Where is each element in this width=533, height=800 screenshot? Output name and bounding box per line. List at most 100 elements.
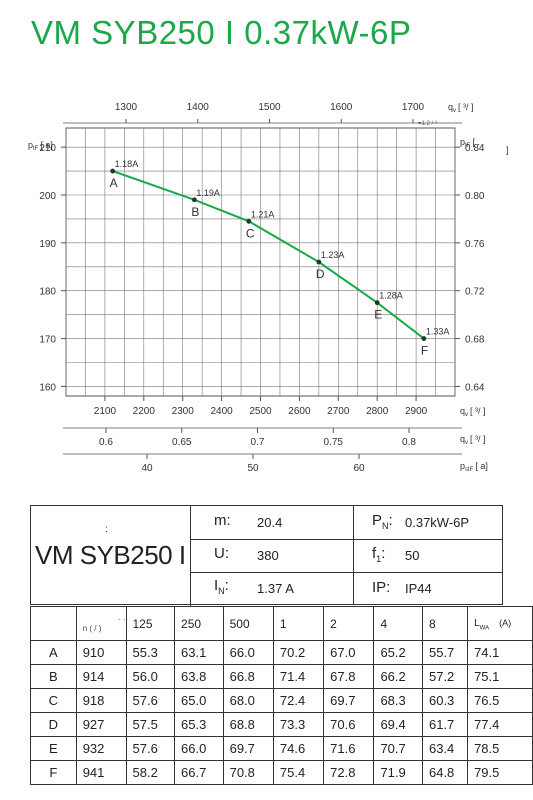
row-band-value: 70.2 xyxy=(272,640,325,665)
data-point-b xyxy=(191,197,197,203)
row-lwa: 77.4 xyxy=(467,712,533,737)
row-band-value: 66.7 xyxy=(174,760,224,785)
point-letter-d: D xyxy=(316,267,325,281)
row-band-value: 56.0 xyxy=(125,664,176,689)
f-value: 50 xyxy=(405,548,420,563)
x-tick-label: 2400 xyxy=(210,406,233,417)
table-header-row: · · n ( / ) 125 250 500 1 2 4 8 LWA(A) xyxy=(30,606,533,641)
row-band-value: 71.4 xyxy=(272,664,325,689)
y-axis-label: ptF[ a] xyxy=(28,140,53,152)
row-label: B xyxy=(30,664,77,689)
spec-block: : VM SYB250 I m: 20.4 U: 380 IN: 1.37 A … xyxy=(30,505,503,606)
table-row: F 941 58.2 66.7 70.8 75.4 72.8 71.9 64.8 79.5 xyxy=(30,760,533,785)
top-axis-label: qv[ ³/ ] xyxy=(448,102,474,114)
point-letter-a: A xyxy=(110,176,118,190)
row-band-value: 66.0 xyxy=(174,736,224,761)
row-speed: 918 xyxy=(75,688,127,713)
top-tick-label: 1700 xyxy=(402,102,425,113)
header-band: 250 xyxy=(174,606,224,641)
current-label-b: 1.19A xyxy=(196,188,220,198)
pn-value: 0.37kW-6P xyxy=(405,515,470,530)
top-axis-note: =1.2 / ³ xyxy=(418,121,437,127)
row-band-value: 67.8 xyxy=(323,664,375,689)
in-value: 1.37 A xyxy=(257,581,294,596)
x-tick-label: 2200 xyxy=(133,406,156,417)
table-row: E 932 57.6 66.0 69.7 74.6 71.6 70.7 63.4 78.5 xyxy=(30,736,533,761)
point-letter-c: C xyxy=(246,226,255,240)
header-band: 4 xyxy=(373,606,423,641)
row-band-value: 70.7 xyxy=(373,736,423,761)
axis3-label: pstF[ a] xyxy=(460,461,488,473)
axis2-tick-label: 0.8 xyxy=(402,437,416,448)
row-band-value: 69.4 xyxy=(373,712,423,737)
current-label-c: 1.21A xyxy=(251,209,275,219)
header-band: 8 xyxy=(421,606,469,641)
current-label-f: 1.33A xyxy=(426,327,450,337)
row-band-value: 68.0 xyxy=(222,688,274,713)
u-value: 380 xyxy=(257,548,279,563)
data-point-a xyxy=(110,168,116,174)
table-row: B 914 56.0 63.8 66.8 71.4 67.8 66.2 57.2 75.1 xyxy=(30,664,533,689)
x-tick-label: 2600 xyxy=(288,406,311,417)
axis2-tick-label: 0.6 xyxy=(99,437,113,448)
y2-tick-label: 0.68 xyxy=(465,335,485,346)
row-band-value: 69.7 xyxy=(222,736,274,761)
row-band-value: 70.8 xyxy=(222,760,274,785)
axis3-tick-label: 50 xyxy=(247,463,259,474)
x-tick-label: 2100 xyxy=(94,406,117,417)
y2-tick-label: 0.80 xyxy=(465,191,485,202)
row-band-value: 61.7 xyxy=(421,712,469,737)
header-band: 125 xyxy=(125,606,176,641)
row-band-value: 60.3 xyxy=(421,688,469,713)
x-tick-label: 2300 xyxy=(172,406,195,417)
row-band-value: 63.8 xyxy=(174,664,224,689)
fan-performance-chart: 160 170 180 190 200 210 0.64 0.68 0.72 0.76 0.80 0.… xyxy=(28,102,509,474)
in-label: IN: xyxy=(214,577,229,596)
row-label: C xyxy=(30,688,77,713)
axis2-label: qv[ ³/ ] xyxy=(460,434,486,446)
header-blank xyxy=(30,606,77,641)
row-speed: 941 xyxy=(75,760,127,785)
axis3-tick-label: 60 xyxy=(353,463,365,474)
f-label: f1: xyxy=(372,545,386,564)
row-band-value: 57.2 xyxy=(421,664,469,689)
ip-label: IP: xyxy=(372,579,391,596)
row-label: A xyxy=(30,640,77,665)
row-label: F xyxy=(30,760,77,785)
sound-data-table: · · n ( / ) 125 250 500 1 2 4 8 LWA(A) A 910 55.3 63.… xyxy=(30,606,533,785)
data-point-d xyxy=(316,259,322,265)
row-band-value: 66.2 xyxy=(373,664,423,689)
point-letter-e: E xyxy=(374,308,382,322)
u-label: U: xyxy=(214,545,229,562)
row-band-value: 57.6 xyxy=(125,736,176,761)
y-tick-label: 190 xyxy=(39,239,56,250)
y-tick-label: 200 xyxy=(39,191,56,202)
row-band-value: 66.8 xyxy=(222,664,274,689)
header-band: 2 xyxy=(323,606,375,641)
row-band-value: 55.7 xyxy=(421,640,469,665)
data-point-e xyxy=(374,300,380,306)
row-speed: 927 xyxy=(75,712,127,737)
table-row: A 910 55.3 63.1 66.0 70.2 67.0 65.2 55.7 74.1 xyxy=(30,640,533,665)
y-tick-label: 180 xyxy=(39,287,56,298)
data-point-c xyxy=(246,218,252,224)
row-band-value: 65.3 xyxy=(174,712,224,737)
y2-axis-unit-close: ] xyxy=(506,145,509,155)
table-row: D 927 57.5 65.3 68.8 73.3 70.6 69.4 61.7 77.4 xyxy=(30,712,533,737)
row-band-value: 69.7 xyxy=(323,688,375,713)
row-band-value: 68.3 xyxy=(373,688,423,713)
row-band-value: 57.5 xyxy=(125,712,176,737)
x-tick-label: 2800 xyxy=(366,406,389,417)
row-band-value: 72.8 xyxy=(323,760,375,785)
y-tick-label: 160 xyxy=(39,382,56,393)
row-lwa: 76.5 xyxy=(467,688,533,713)
current-label-d: 1.23A xyxy=(321,250,345,260)
model-cell: : VM SYB250 I xyxy=(31,506,191,606)
m-value: 20.4 xyxy=(257,515,283,530)
m-label: m: xyxy=(214,512,231,529)
x-tick-label: 2900 xyxy=(405,406,428,417)
ip-value: IP44 xyxy=(405,581,432,596)
top-tick-label: 1400 xyxy=(187,102,210,113)
top-tick-label: 1300 xyxy=(115,102,138,113)
x-tick-label: 2500 xyxy=(249,406,272,417)
